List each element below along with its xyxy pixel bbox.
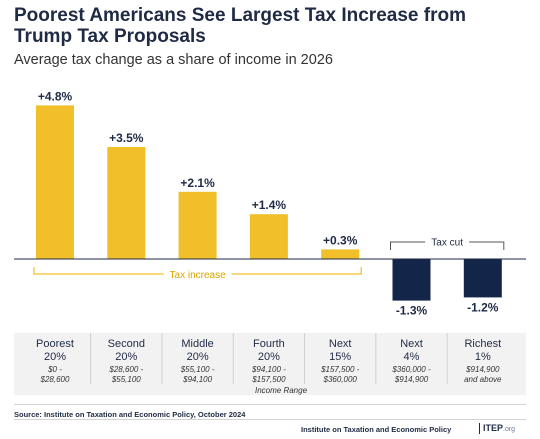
footer-separator	[479, 423, 480, 434]
category-label: Fourth	[253, 338, 285, 350]
tax-cut-label: Tax cut	[431, 238, 463, 249]
category-label: 20%	[187, 351, 209, 363]
category-label: 4%	[404, 351, 420, 363]
category-label-band	[14, 333, 526, 395]
category-label: Next	[400, 338, 423, 350]
category-label: 20%	[258, 351, 280, 363]
data-label: +3.5%	[109, 131, 144, 145]
category-label: Second	[108, 338, 145, 350]
income-range-label: $55,100 -	[180, 365, 215, 374]
category-label: 20%	[115, 351, 137, 363]
income-range-label: $28,600 -	[108, 365, 143, 374]
income-range-label: $94,100	[182, 375, 212, 384]
x-axis-label: Income Range	[255, 386, 308, 395]
source-note: Source: Institute on Taxation and Econom…	[14, 410, 246, 419]
tax-increase-label-bg	[163, 267, 232, 280]
bar-6	[392, 259, 431, 301]
bar-7	[463, 259, 502, 298]
income-range-label: $360,000	[323, 375, 358, 384]
bar-4	[249, 214, 288, 259]
data-label: -1.2%	[467, 300, 499, 314]
bar-2	[107, 147, 146, 259]
itep-logo: ITEP.org	[483, 423, 515, 433]
income-range-label: $914,900	[394, 375, 429, 384]
data-label: +0.3%	[323, 233, 358, 247]
bar-3	[178, 191, 217, 259]
category-label: Next	[329, 338, 352, 350]
bar-5	[321, 249, 360, 259]
income-range-label: $0 -	[47, 365, 62, 374]
data-label: -1.3%	[396, 304, 428, 318]
category-label: Richest	[464, 338, 501, 350]
chart-subtitle: Average tax change as a share of income …	[14, 52, 333, 68]
income-range-label: $157,500 -	[320, 365, 360, 374]
income-range-label: $360,000 -	[391, 365, 431, 374]
itep-logo-suffix: .org	[503, 426, 516, 433]
chart-title: Poorest Americans See Largest Tax Increa…	[14, 5, 466, 47]
income-range-label: $157,500	[251, 375, 286, 384]
income-range-label: $914,900	[465, 365, 500, 374]
category-label: 1%	[475, 351, 491, 363]
data-label: +1.4%	[252, 198, 287, 212]
category-label: Middle	[181, 338, 213, 350]
category-label: 20%	[44, 351, 66, 363]
income-range-label: and above	[464, 375, 502, 384]
itep-logo-text: ITEP	[483, 423, 504, 433]
category-label: Poorest	[36, 338, 74, 350]
tax-cut-label-bg	[425, 236, 470, 248]
income-range-label: $94,100 -	[251, 365, 286, 374]
bar-1	[36, 105, 74, 260]
footer-org-name: Institute on Taxation and Economic Polic…	[301, 425, 452, 434]
income-range-label: $28,600	[40, 375, 70, 384]
income-range-label: $55,100	[111, 375, 141, 384]
data-label: +4.8%	[38, 89, 73, 103]
footer-divider	[14, 419, 526, 420]
category-label: 15%	[329, 351, 351, 363]
tax-increase-label: Tax increase	[170, 270, 227, 281]
data-label: +2.1%	[180, 176, 215, 190]
source-divider	[14, 404, 526, 405]
